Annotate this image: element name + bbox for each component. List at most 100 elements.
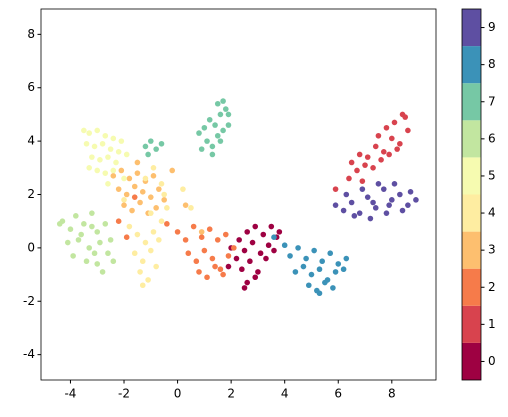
x-tick-label: 8 [388, 387, 396, 401]
point [407, 189, 414, 195]
point [375, 181, 382, 187]
point [351, 213, 358, 219]
point [362, 162, 368, 168]
point [220, 98, 226, 104]
point [89, 154, 95, 160]
point [198, 234, 205, 241]
point [225, 111, 232, 118]
point [153, 263, 159, 270]
point [359, 178, 366, 184]
point [292, 269, 299, 275]
point [303, 255, 309, 262]
point [370, 165, 376, 171]
point [386, 151, 392, 158]
point [123, 191, 130, 198]
point [139, 282, 146, 289]
point [239, 266, 245, 273]
point [121, 197, 127, 203]
point [222, 106, 229, 112]
point [217, 266, 224, 273]
point [185, 250, 192, 257]
point [198, 146, 205, 152]
point [64, 239, 71, 246]
point [105, 250, 111, 257]
point [123, 151, 130, 158]
point [263, 255, 269, 262]
point [164, 221, 170, 227]
point [94, 261, 101, 267]
point [383, 124, 390, 131]
colorbar-tick-label: 0 [488, 354, 496, 368]
point [94, 167, 101, 174]
point [153, 205, 159, 211]
point [217, 111, 224, 118]
point [107, 237, 114, 243]
point [322, 279, 328, 286]
point [378, 157, 384, 163]
point [399, 111, 406, 118]
point [222, 231, 229, 238]
point [131, 250, 138, 257]
point [139, 258, 146, 265]
x-tick-label: 2 [227, 387, 235, 401]
point [198, 229, 205, 235]
point [110, 173, 117, 179]
point [110, 167, 117, 174]
point [102, 221, 109, 227]
point [99, 269, 106, 275]
plot-frame [40, 8, 437, 381]
point [145, 277, 151, 283]
colorbar-segment [462, 46, 481, 84]
point [380, 148, 387, 155]
point [115, 148, 122, 155]
point [110, 258, 117, 265]
point [375, 132, 382, 139]
y-tick-label: -4 [23, 347, 35, 361]
point [115, 186, 122, 192]
colorbar-segment [462, 120, 481, 158]
y-tick-label: 0 [27, 240, 35, 254]
point [190, 223, 197, 230]
point [131, 194, 138, 200]
point [134, 159, 141, 166]
point [305, 282, 312, 289]
point [129, 207, 135, 214]
point [244, 229, 251, 235]
point [260, 231, 267, 238]
colorbar-segment [462, 268, 481, 306]
colorbar-tick-label: 6 [488, 131, 496, 145]
point [145, 151, 151, 158]
point [271, 247, 277, 254]
point [370, 199, 376, 206]
point [110, 135, 117, 142]
colorbar-tick-label: 7 [488, 94, 496, 108]
point [150, 173, 157, 179]
point [89, 223, 95, 230]
point [147, 194, 154, 200]
point [174, 229, 181, 235]
point [115, 218, 122, 224]
point [86, 130, 93, 136]
point [142, 239, 149, 246]
colorbar-segment [462, 9, 481, 47]
point [389, 135, 395, 142]
point [118, 138, 125, 144]
point [123, 234, 130, 241]
point [97, 157, 103, 163]
point [212, 122, 218, 128]
point [380, 186, 387, 192]
point [209, 151, 216, 158]
x-tick-label: 4 [281, 387, 289, 401]
point [364, 154, 371, 160]
point [316, 266, 323, 273]
point [81, 127, 87, 134]
point [367, 215, 374, 222]
point [397, 191, 403, 198]
point [308, 271, 315, 278]
point [214, 237, 221, 243]
point [346, 175, 352, 182]
point [164, 205, 170, 211]
point [332, 202, 339, 208]
